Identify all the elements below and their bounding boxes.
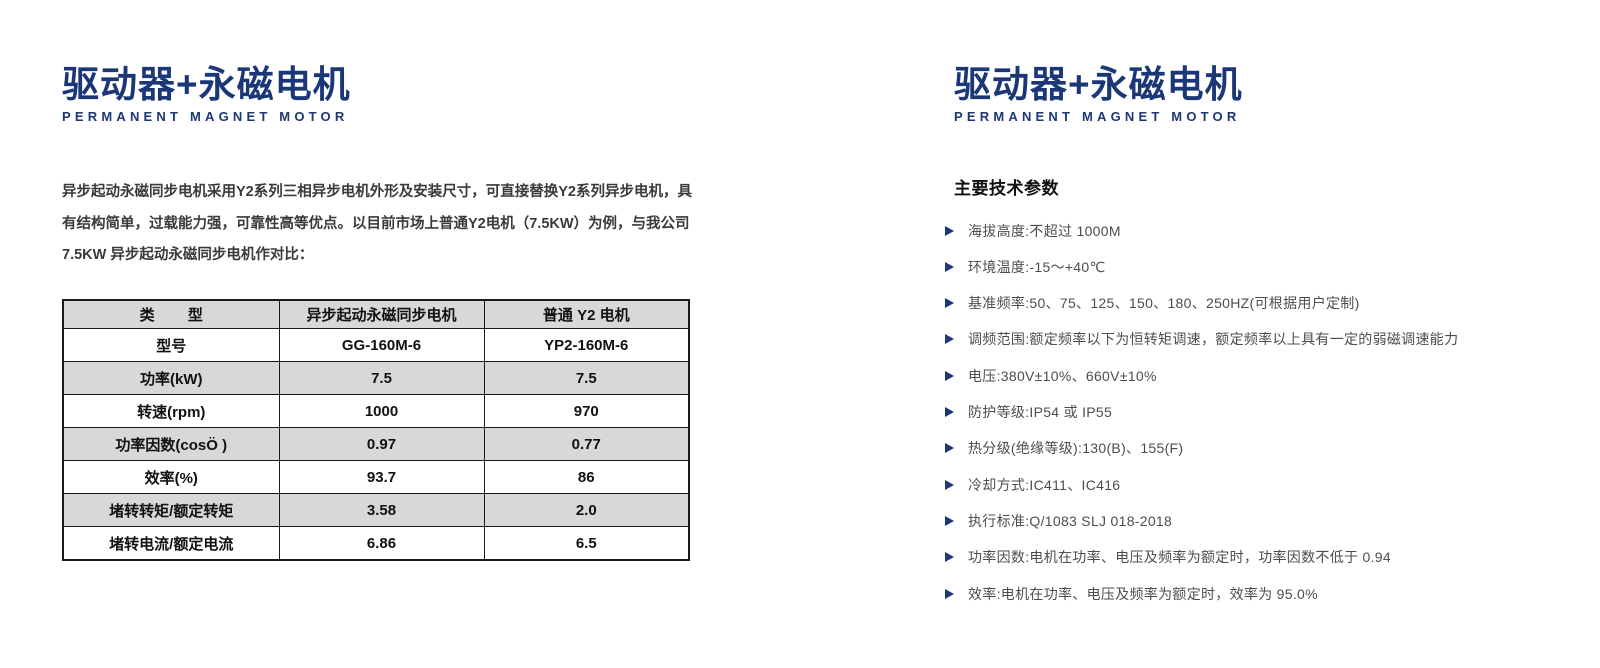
spec-text: 效率:电机在功率、电压及频率为额定时，效率为 95.0% (968, 585, 1318, 602)
spec-text: 热分级(绝缘等级):130(B)、155(F) (968, 440, 1184, 457)
spec-item: 防护等级:IP54 或 IP55 (945, 394, 1575, 430)
bullet-arrow-icon (945, 479, 954, 490)
spec-item: 基准频率:50、75、125、150、180、250HZ(可根据用户定制) (945, 285, 1575, 321)
intro-line: 异步起动永磁同步电机采用Y2系列三相异步电机外形及安装尺寸，可直接替换Y2系列异… (62, 184, 692, 201)
table-row: 功率(kW) 7.5 7.5 (62, 361, 690, 396)
table-cell: YP2-160M-6 (483, 328, 690, 363)
intro-line: 有结构简单，过载能力强，可靠性高等优点。以目前市场上普通Y2电机（7.5KW）为… (62, 215, 690, 232)
section-heading: 主要技术参数 (954, 179, 1059, 199)
spec-item: 海拔高度:不超过 1000M (945, 212, 1575, 248)
table-row: 转速(rpm) 1000 970 (62, 394, 690, 429)
bullet-arrow-icon (945, 515, 954, 526)
table-cell: GG-160M-6 (278, 328, 485, 363)
comparison-table: 类 型异步起动永磁同步电机 普通 Y2 电机 型号 GG-160M-6 YP2-160… (62, 298, 690, 561)
bullet-arrow-icon (945, 588, 954, 599)
spec-text: 电压:380V±10%、660V±10% (968, 367, 1157, 384)
table-row-label: 功率(kW) (62, 361, 280, 396)
spec-item: 环境温度:-15～+40℃ (945, 249, 1575, 285)
table-cell: 7.5 (278, 361, 485, 396)
table-row: 功率因数(cosÖ ) 0.97 0.77 (62, 427, 690, 462)
bullet-arrow-icon (945, 370, 954, 381)
table-row: 堵转电流/额定电流 6.86 6.5 (62, 526, 690, 561)
spec-item: 冷却方式:IC411、IC416 (945, 467, 1575, 503)
table-cell: 6.86 (278, 526, 485, 561)
bullet-arrow-icon (945, 298, 954, 309)
table-row: 堵转转矩/额定转矩 3.58 2.0 (62, 493, 690, 528)
spec-text: 防护等级:IP54 或 IP55 (968, 404, 1113, 421)
table-cell: 0.97 (278, 427, 485, 462)
table-header-cell: 异步起动永磁同步电机 (278, 299, 485, 330)
right-header: 驱动器+永磁电机 PERMANENT MAGNET MOTOR (945, 64, 1575, 124)
page-subtitle-right: PERMANENT MAGNET MOTOR (954, 109, 1241, 125)
spec-text: 冷却方式:IC411、IC416 (968, 476, 1121, 493)
spec-text: 功率因数:电机在功率、电压及频率为额定时，功率因数不低于 0.94 (968, 549, 1391, 566)
page-subtitle-left: PERMANENT MAGNET MOTOR (62, 109, 349, 125)
spec-item: 执行标准:Q/1083 SLJ 018-2018 (945, 503, 1575, 539)
right-section: 驱动器+永磁电机 PERMANENT MAGNET MOTOR 主要技术参数 海… (945, 64, 1575, 612)
spec-list: 海拔高度:不超过 1000M 环境温度:-15～+40℃ 基准频率:50、75、12… (945, 212, 1575, 611)
spec-text: 基准频率:50、75、125、150、180、250HZ(可根据用户定制) (968, 295, 1360, 312)
intro-paragraph: 异步起动永磁同步电机采用Y2系列三相异步电机外形及安装尺寸，可直接替换Y2系列异… (62, 177, 692, 272)
table-cell: 0.77 (483, 427, 690, 462)
left-section: 驱动器+永磁电机 PERMANENT MAGNET MOTOR 异步起动永磁同步… (62, 64, 692, 561)
table-cell: 1000 (278, 394, 485, 429)
spec-item: 功率因数:电机在功率、电压及频率为额定时，功率因数不低于 0.94 (945, 539, 1575, 575)
table-row-label: 型号 (62, 328, 280, 363)
spec-text: 执行标准:Q/1083 SLJ 018-2018 (968, 512, 1173, 529)
table-row-label: 堵转电流/额定电流 (62, 526, 280, 561)
bullet-arrow-icon (945, 261, 954, 272)
bullet-arrow-icon (945, 552, 954, 563)
spec-item: 热分级(绝缘等级):130(B)、155(F) (945, 430, 1575, 466)
table-cell: 93.7 (278, 460, 485, 495)
page-title-right: 驱动器+永磁电机 (954, 64, 1243, 105)
spec-item: 调频范围:额定频率以下为恒转矩调速，额定频率以上具有一定的弱磁调速能力 (945, 321, 1575, 357)
table-cell: 2.0 (483, 493, 690, 528)
table-header-cell: 普通 Y2 电机 (483, 299, 690, 330)
bullet-arrow-icon (945, 407, 954, 418)
spec-item: 电压:380V±10%、660V±10% (945, 358, 1575, 394)
bullet-arrow-icon (945, 443, 954, 454)
table-row-label: 功率因数(cosÖ ) (62, 427, 280, 462)
page-title-left: 驱动器+永磁电机 (62, 64, 351, 105)
spec-text: 调频范围:额定频率以下为恒转矩调速，额定频率以上具有一定的弱磁调速能力 (968, 331, 1459, 348)
table-cell: 86 (483, 460, 690, 495)
table-row-label: 效率(%) (62, 460, 280, 495)
table-header-row: 类 型异步起动永磁同步电机 普通 Y2 电机 (62, 299, 690, 330)
table-header-cell: 类 型 (62, 299, 280, 330)
table-row-label: 转速(rpm) (62, 394, 280, 429)
table-row-label: 堵转转矩/额定转矩 (62, 493, 280, 528)
intro-line: 7.5KW 异步起动永磁同步电机作对比： (62, 247, 314, 264)
spec-item: 效率:电机在功率、电压及频率为额定时，效率为 95.0% (945, 575, 1575, 611)
bullet-arrow-icon (945, 225, 954, 236)
spec-text: 环境温度:-15～+40℃ (968, 258, 1106, 275)
table-cell: 6.5 (483, 526, 690, 561)
left-header: 驱动器+永磁电机 PERMANENT MAGNET MOTOR (62, 64, 690, 124)
table-cell: 970 (483, 394, 690, 429)
bullet-arrow-icon (945, 334, 954, 345)
spec-text: 海拔高度:不超过 1000M (968, 222, 1121, 239)
table-row: 效率(%) 93.7 86 (62, 460, 690, 495)
table-row: 型号 GG-160M-6 YP2-160M-6 (62, 328, 690, 363)
table-cell: 7.5 (483, 361, 690, 396)
table-cell: 3.58 (278, 493, 485, 528)
